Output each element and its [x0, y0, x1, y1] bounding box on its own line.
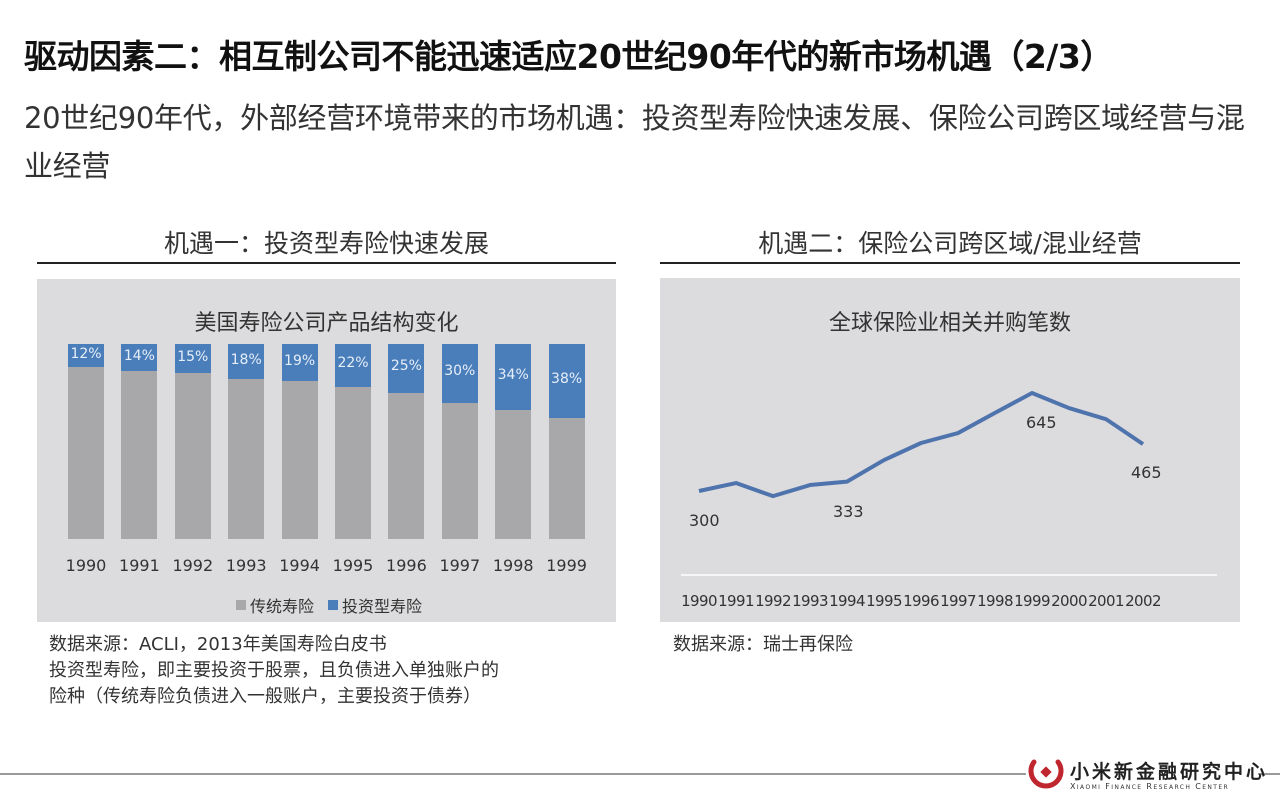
- right-section-rule: [660, 262, 1240, 264]
- bar-1998: 34%: [495, 344, 532, 539]
- logo-text-cn: 小米新金融研究中心: [1070, 761, 1269, 783]
- x-tick-label: 1992: [172, 556, 214, 575]
- bar-data-label: 12%: [70, 346, 102, 362]
- bar-1997: 30%: [441, 344, 478, 539]
- bar-data-label: 19%: [284, 352, 316, 369]
- x-tick-label: 1993: [225, 556, 267, 575]
- bar-data-label: 14%: [123, 347, 155, 364]
- bar-1991: 14%: [121, 344, 158, 539]
- mergers-line: [698, 391, 1145, 499]
- bar-data-label: 38%: [551, 371, 583, 388]
- x-tick-label: 1992: [755, 592, 791, 610]
- bar-1995: 22%: [335, 344, 371, 539]
- legend-label-traditional: 传统寿险: [250, 597, 315, 616]
- x-tick-label: 1999: [1014, 592, 1050, 610]
- bar-segment-investment: [68, 344, 104, 368]
- bar-data-label: 15%: [177, 348, 209, 365]
- x-tick-label: 1996: [903, 592, 939, 610]
- x-tick-label: 1997: [439, 556, 481, 575]
- bar-segment-investment: [335, 344, 371, 387]
- x-tick-label: 1991: [119, 556, 160, 575]
- xiaomi-finance-logo-icon: [1028, 759, 1064, 789]
- x-tick-label: 2002: [1125, 592, 1161, 610]
- x-tick-label: 1998: [492, 556, 534, 575]
- x-tick-label: 1990: [681, 592, 717, 610]
- data-point-label: 300: [689, 511, 720, 530]
- data-point-label: 465: [1131, 463, 1162, 483]
- x-tick-label: 1995: [866, 592, 902, 610]
- bar-segment-investment: [228, 344, 265, 380]
- logo-text-en: Xiaomi Finance Research Center: [1070, 782, 1230, 791]
- left-source-line-2: 投资型寿险，即主要投资于股票，且负债进入单独账户的: [49, 660, 499, 681]
- right-section-heading: 机遇二：保险公司跨区域/混业经营: [758, 229, 1142, 258]
- x-tick-label: 2001: [1088, 592, 1124, 610]
- data-point-label: 333: [833, 501, 864, 521]
- bar-segment-investment: [121, 344, 158, 372]
- left-source-line-1: 数据来源：ACLI，2013年美国寿险白皮书: [49, 634, 387, 655]
- bar-1990: 12%: [68, 344, 104, 539]
- right-source-line-1: 数据来源：瑞士再保险: [673, 634, 853, 655]
- footer-rule-right: [1258, 773, 1280, 775]
- x-tick-label: 2000: [1051, 592, 1087, 610]
- x-tick-label: 1999: [546, 556, 587, 575]
- x-tick-label: 1998: [977, 592, 1013, 610]
- bar-segment-investment: [388, 344, 425, 393]
- legend-label-investment: 投资型寿险: [342, 597, 423, 616]
- bar-1992: 15%: [174, 344, 211, 539]
- bar-1999: 38%: [548, 344, 585, 539]
- x-tick-label: 1990: [65, 556, 107, 575]
- bar-data-label: 18%: [230, 351, 262, 368]
- legend-item-investment: 投资型寿险: [328, 593, 422, 617]
- line-chart-title: 全球保险业相关并购笔数: [828, 311, 1071, 336]
- bar-data-label: 22%: [337, 355, 369, 372]
- bar-1994: 19%: [281, 344, 318, 539]
- x-tick-label: 1995: [332, 556, 374, 575]
- line-chart-panel: [660, 278, 1240, 622]
- bar-1993: 18%: [228, 344, 265, 539]
- legend-swatch-investment: [328, 600, 339, 610]
- bar-data-label: 25%: [390, 358, 422, 375]
- data-point-label: 645: [1026, 413, 1057, 433]
- legend-item-traditional: 传统寿险: [236, 593, 314, 617]
- bar-chart-legend: 传统寿险 投资型寿险: [236, 593, 436, 617]
- x-tick-label: 1997: [940, 592, 976, 610]
- bar-segment-investment: [281, 344, 318, 382]
- bar-data-label: 30%: [444, 363, 476, 380]
- footer-rule-left: [0, 773, 1026, 775]
- bar-segment-investment: [495, 344, 532, 411]
- x-tick-label: 1994: [279, 556, 320, 575]
- left-source-line-3: 险种（传统寿险负债进入一般账户，主要投资于债券）: [49, 686, 481, 707]
- x-tick-label: 1991: [718, 592, 754, 610]
- bar-segment-investment: [174, 344, 211, 374]
- x-tick-label: 1993: [792, 592, 828, 610]
- left-section-heading: 机遇一：投资型寿险快速发展: [163, 229, 489, 258]
- left-section-rule: [37, 262, 616, 264]
- slide-subtitle: 20世纪90年代，外部经营环境带来的市场机遇：投资型寿险快速发展、保险公司跨区域…: [24, 101, 1245, 183]
- bar-segment-investment: [441, 344, 478, 403]
- bar-1996: 25%: [388, 344, 425, 539]
- x-tick-label: 1996: [386, 556, 427, 575]
- bar-segment-investment: [548, 344, 585, 419]
- slide-title: 驱动因素二：相互制公司不能迅速适应20世纪90年代的新市场机遇（2/3）: [24, 37, 1113, 76]
- bar-chart-title: 美国寿险公司产品结构变化: [194, 311, 459, 336]
- bar-data-label: 34%: [497, 367, 529, 384]
- x-tick-label: 1994: [829, 592, 865, 610]
- legend-swatch-traditional: [236, 600, 246, 610]
